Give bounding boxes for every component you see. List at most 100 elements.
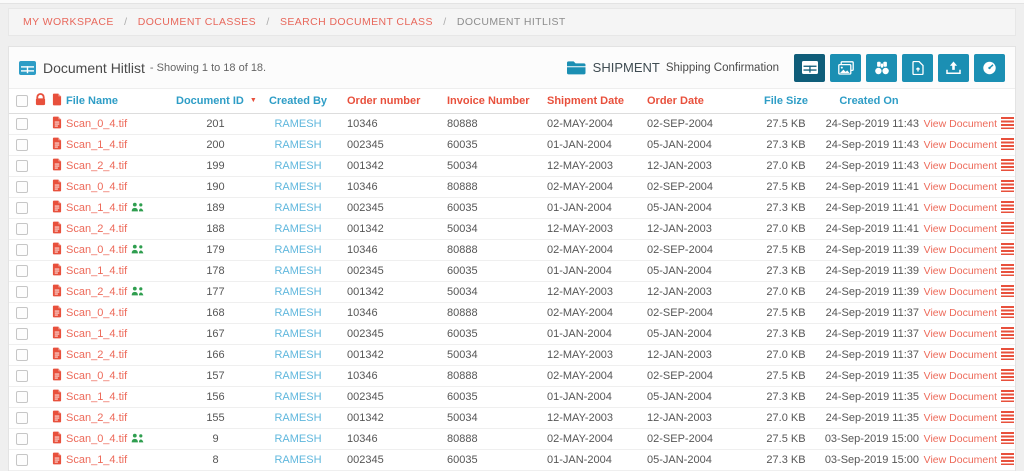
row-menu-icon[interactable] — [1001, 285, 1014, 297]
column-header-order-number[interactable]: Order number — [339, 89, 439, 114]
sort-desc-icon[interactable]: ▼ — [250, 97, 257, 104]
column-header-created-on[interactable]: Created On — [817, 89, 921, 114]
row-checkbox[interactable] — [16, 160, 28, 172]
created-by-link[interactable]: RAMESH — [274, 223, 321, 235]
row-checkbox[interactable] — [16, 181, 28, 193]
row-menu-icon[interactable] — [1001, 369, 1014, 381]
row-menu-icon[interactable] — [1001, 453, 1014, 465]
file-name-link[interactable]: Scan_1_4.tif — [66, 454, 127, 466]
row-menu-icon[interactable] — [1001, 390, 1014, 402]
row-checkbox[interactable] — [16, 349, 28, 361]
file-name-link[interactable]: Scan_2_4.tif — [66, 349, 127, 361]
row-checkbox[interactable] — [16, 139, 28, 151]
row-checkbox[interactable] — [16, 328, 28, 340]
row-menu-icon[interactable] — [1001, 138, 1014, 150]
row-checkbox[interactable] — [16, 454, 28, 466]
upload-button[interactable] — [938, 54, 969, 82]
grid-view-button[interactable] — [794, 54, 825, 82]
view-document-link[interactable]: View Document — [924, 160, 997, 172]
file-name-link[interactable]: Scan_1_4.tif — [66, 328, 127, 340]
created-by-link[interactable]: RAMESH — [274, 391, 321, 403]
file-name-link[interactable]: Scan_2_4.tif — [66, 412, 127, 424]
view-document-link[interactable]: View Document — [924, 307, 997, 319]
add-document-button[interactable] — [902, 54, 933, 82]
breadcrumb-my-workspace[interactable]: MY WORKSPACE — [23, 16, 114, 28]
file-name-link[interactable]: Scan_0_4.tif — [66, 244, 127, 256]
created-by-link[interactable]: RAMESH — [274, 265, 321, 277]
row-checkbox[interactable] — [16, 118, 28, 130]
file-name-link[interactable]: Scan_1_4.tif — [66, 265, 127, 277]
row-menu-icon[interactable] — [1001, 180, 1014, 192]
dashboard-button[interactable] — [974, 54, 1005, 82]
row-checkbox[interactable] — [16, 265, 28, 277]
breadcrumb-search-document-class[interactable]: SEARCH DOCUMENT CLASS — [280, 16, 433, 28]
file-name-link[interactable]: Scan_2_4.tif — [66, 160, 127, 172]
view-document-link[interactable]: View Document — [924, 370, 997, 382]
row-checkbox[interactable] — [16, 202, 28, 214]
row-menu-icon[interactable] — [1001, 159, 1014, 171]
file-name-link[interactable]: Scan_0_4.tif — [66, 307, 127, 319]
row-menu-icon[interactable] — [1001, 264, 1014, 276]
view-document-link[interactable]: View Document — [924, 265, 997, 277]
created-by-link[interactable]: RAMESH — [274, 349, 321, 361]
view-document-link[interactable]: View Document — [924, 223, 997, 235]
view-document-link[interactable]: View Document — [924, 328, 997, 340]
view-document-link[interactable]: View Document — [924, 412, 997, 424]
created-by-link[interactable]: RAMESH — [274, 412, 321, 424]
column-header-invoice-number[interactable]: Invoice Number — [439, 89, 539, 114]
view-document-link[interactable]: View Document — [924, 181, 997, 193]
row-checkbox[interactable] — [16, 391, 28, 403]
file-name-link[interactable]: Scan_0_4.tif — [66, 181, 127, 193]
row-menu-icon[interactable] — [1001, 432, 1014, 444]
file-name-link[interactable]: Scan_1_4.tif — [66, 139, 127, 151]
row-menu-icon[interactable] — [1001, 411, 1014, 423]
view-document-link[interactable]: View Document — [924, 433, 997, 445]
row-menu-icon[interactable] — [1001, 201, 1014, 213]
column-header-file-name[interactable]: File Name — [64, 89, 174, 114]
created-by-link[interactable]: RAMESH — [274, 433, 321, 445]
column-header-order-date[interactable]: Order Date — [639, 89, 755, 114]
row-checkbox[interactable] — [16, 412, 28, 424]
row-checkbox[interactable] — [16, 244, 28, 256]
select-all-checkbox[interactable] — [16, 95, 28, 107]
created-by-link[interactable]: RAMESH — [274, 370, 321, 382]
view-document-link[interactable]: View Document — [924, 286, 997, 298]
view-document-link[interactable]: View Document — [924, 454, 997, 466]
created-by-link[interactable]: RAMESH — [274, 139, 321, 151]
file-name-link[interactable]: Scan_1_4.tif — [66, 202, 127, 214]
created-by-link[interactable]: RAMESH — [274, 286, 321, 298]
row-checkbox[interactable] — [16, 286, 28, 298]
row-menu-icon[interactable] — [1001, 306, 1014, 318]
row-menu-icon[interactable] — [1001, 243, 1014, 255]
created-by-link[interactable]: RAMESH — [274, 307, 321, 319]
created-by-link[interactable]: RAMESH — [274, 181, 321, 193]
file-name-link[interactable]: Scan_0_4.tif — [66, 370, 127, 382]
view-document-link[interactable]: View Document — [924, 349, 997, 361]
row-menu-icon[interactable] — [1001, 348, 1014, 360]
created-by-link[interactable]: RAMESH — [274, 160, 321, 172]
row-checkbox[interactable] — [16, 370, 28, 382]
created-by-link[interactable]: RAMESH — [274, 244, 321, 256]
file-name-link[interactable]: Scan_0_4.tif — [66, 118, 127, 130]
row-checkbox[interactable] — [16, 223, 28, 235]
search-button[interactable] — [866, 54, 897, 82]
column-header-shipment-date[interactable]: Shipment Date — [539, 89, 639, 114]
view-document-link[interactable]: View Document — [924, 139, 997, 151]
file-name-link[interactable]: Scan_2_4.tif — [66, 223, 127, 235]
row-checkbox[interactable] — [16, 433, 28, 445]
column-header-file-size[interactable]: File Size — [755, 89, 817, 114]
thumbnail-view-button[interactable] — [830, 54, 861, 82]
column-header-created-by[interactable]: Created By — [257, 89, 339, 114]
column-header-document-id[interactable]: Document ID▼ — [174, 89, 257, 114]
view-document-link[interactable]: View Document — [924, 244, 997, 256]
view-document-link[interactable]: View Document — [924, 391, 997, 403]
file-name-link[interactable]: Scan_2_4.tif — [66, 286, 127, 298]
row-menu-icon[interactable] — [1001, 222, 1014, 234]
file-name-link[interactable]: Scan_0_4.tif — [66, 433, 127, 445]
created-by-link[interactable]: RAMESH — [274, 202, 321, 214]
row-checkbox[interactable] — [16, 307, 28, 319]
created-by-link[interactable]: RAMESH — [274, 454, 321, 466]
row-menu-icon[interactable] — [1001, 327, 1014, 339]
breadcrumb-document-classes[interactable]: DOCUMENT CLASSES — [138, 16, 256, 28]
file-name-link[interactable]: Scan_1_4.tif — [66, 391, 127, 403]
